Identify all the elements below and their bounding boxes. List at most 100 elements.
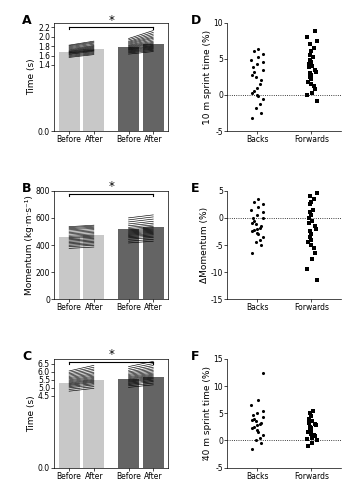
Point [261,431,266,439]
Point [307,409,312,417]
Point [307,208,312,216]
Point [249,424,254,432]
Point [254,421,260,429]
Point [256,203,261,211]
Bar [83,48,104,131]
Point [313,68,319,76]
Point [251,214,256,222]
Bar [118,296,139,300]
Point [251,48,257,56]
Bar [83,127,104,131]
Point [251,423,257,431]
Bar [143,464,164,468]
Point [308,40,313,48]
Point [258,76,264,84]
Bar [118,378,139,468]
Point [248,56,254,64]
Text: C: C [22,350,32,364]
Text: *: * [108,348,114,362]
Bar [118,127,139,131]
Point [252,414,257,422]
Bar [58,464,80,468]
Bar [83,296,104,300]
Point [312,66,318,74]
Point [257,80,262,88]
Point [314,190,320,198]
Point [258,419,264,427]
Point [254,224,260,232]
Point [309,439,315,447]
Point [257,420,262,428]
Point [309,434,315,442]
Point [312,249,317,257]
Bar [83,235,104,300]
Point [251,87,257,95]
Point [260,406,266,414]
Bar [83,380,104,468]
Point [312,432,317,440]
Text: *: * [108,180,114,193]
Bar [118,48,139,131]
Point [314,276,320,284]
Point [304,91,309,99]
Y-axis label: ΔMomentum (%): ΔMomentum (%) [201,207,209,283]
Point [305,78,310,86]
Point [260,58,266,66]
Point [308,424,314,432]
Point [260,214,265,222]
Point [309,88,315,96]
Point [254,84,260,92]
Point [308,198,314,205]
Point [308,236,314,244]
Point [254,211,259,219]
Point [249,90,254,98]
Point [307,423,313,431]
Bar [58,237,80,300]
Point [312,222,318,230]
Bar [143,296,164,300]
Point [257,236,263,244]
Point [255,428,260,436]
Point [311,406,316,414]
Point [308,426,314,434]
Point [311,53,316,61]
Point [313,224,319,232]
Point [257,224,262,232]
Point [305,442,311,450]
Text: A: A [22,14,32,27]
Point [249,114,254,122]
Point [248,401,254,409]
Point [308,412,314,420]
Point [252,68,257,76]
Point [309,216,315,224]
Point [261,233,266,241]
Point [305,428,310,436]
Point [249,249,254,257]
Point [253,418,258,426]
Point [307,228,313,235]
Point [306,60,311,68]
Point [308,192,313,200]
Point [254,60,259,68]
Point [260,413,265,421]
Point [251,198,257,205]
Point [251,226,257,234]
Point [307,51,313,59]
Point [254,238,259,246]
Point [314,436,320,444]
Bar [143,127,164,131]
Point [260,50,266,58]
Point [248,206,254,214]
Point [255,195,261,203]
Point [255,92,260,100]
Point [307,73,313,81]
Text: E: E [191,182,199,195]
Point [309,62,315,70]
Point [308,70,314,78]
Point [252,216,257,224]
Point [311,206,316,214]
Point [256,53,261,61]
Point [306,64,312,72]
Bar [143,228,164,300]
Point [307,426,313,434]
